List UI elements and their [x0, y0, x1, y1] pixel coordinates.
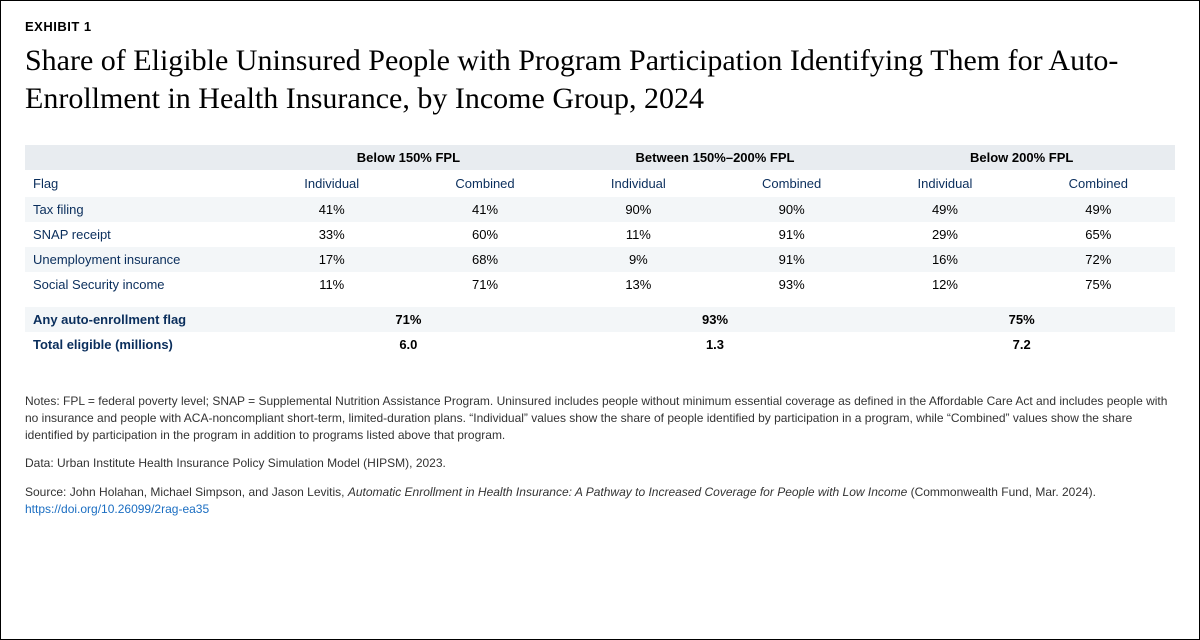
flag-header: Flag [25, 170, 255, 197]
group-header-row: Below 150% FPL Between 150%–200% FPL Bel… [25, 145, 1175, 170]
cell: 90% [715, 197, 868, 222]
col-header: Individual [255, 170, 408, 197]
cell: 13% [562, 272, 715, 297]
summary-cell: 1.3 [562, 332, 869, 357]
col-header: Combined [1022, 170, 1175, 197]
cell: 49% [868, 197, 1021, 222]
col-header: Individual [562, 170, 715, 197]
summary-label: Total eligible (millions) [25, 332, 255, 357]
cell: 33% [255, 222, 408, 247]
group-header: Below 200% FPL [868, 145, 1175, 170]
summary-row: Total eligible (millions) 6.0 1.3 7.2 [25, 332, 1175, 357]
cell: 29% [868, 222, 1021, 247]
col-header: Combined [408, 170, 561, 197]
data-table: Below 150% FPL Between 150%–200% FPL Bel… [25, 145, 1175, 357]
table-row: SNAP receipt 33% 60% 11% 91% 29% 65% [25, 222, 1175, 247]
summary-label: Any auto-enrollment flag [25, 307, 255, 332]
cell: 65% [1022, 222, 1175, 247]
cell: 41% [255, 197, 408, 222]
cell: 9% [562, 247, 715, 272]
summary-cell: 75% [868, 307, 1175, 332]
summary-cell: 93% [562, 307, 869, 332]
row-flag: Unemployment insurance [25, 247, 255, 272]
citation-title: Automatic Enrollment in Health Insurance… [348, 485, 907, 499]
citation-pre: Source: John Holahan, Michael Simpson, a… [25, 485, 348, 499]
cell: 17% [255, 247, 408, 272]
summary-cell: 71% [255, 307, 562, 332]
cell: 93% [715, 272, 868, 297]
cell: 91% [715, 222, 868, 247]
citation: Source: John Holahan, Michael Simpson, a… [25, 484, 1175, 518]
cell: 75% [1022, 272, 1175, 297]
cell: 72% [1022, 247, 1175, 272]
cell: 41% [408, 197, 561, 222]
exhibit-title: Share of Eligible Uninsured People with … [25, 42, 1175, 117]
summary-cell: 6.0 [255, 332, 562, 357]
spacer [25, 297, 1175, 307]
cell: 11% [562, 222, 715, 247]
group-header: Below 150% FPL [255, 145, 562, 170]
summary-row: Any auto-enrollment flag 71% 93% 75% [25, 307, 1175, 332]
col-header: Combined [715, 170, 868, 197]
row-flag: Tax filing [25, 197, 255, 222]
cell: 91% [715, 247, 868, 272]
notes-text: Notes: FPL = federal poverty level; SNAP… [25, 393, 1175, 443]
row-flag: SNAP receipt [25, 222, 255, 247]
doi-link[interactable]: https://doi.org/10.26099/2rag-ea35 [25, 502, 209, 516]
data-source: Data: Urban Institute Health Insurance P… [25, 455, 1175, 472]
cell: 68% [408, 247, 561, 272]
summary-cell: 7.2 [868, 332, 1175, 357]
sub-header-row: Flag Individual Combined Individual Comb… [25, 170, 1175, 197]
cell: 49% [1022, 197, 1175, 222]
cell: 12% [868, 272, 1021, 297]
row-flag: Social Security income [25, 272, 255, 297]
table-row: Tax filing 41% 41% 90% 90% 49% 49% [25, 197, 1175, 222]
exhibit-label: EXHIBIT 1 [25, 19, 1175, 34]
table-row: Unemployment insurance 17% 68% 9% 91% 16… [25, 247, 1175, 272]
notes-block: Notes: FPL = federal poverty level; SNAP… [25, 393, 1175, 518]
table-row: Social Security income 11% 71% 13% 93% 1… [25, 272, 1175, 297]
citation-post: (Commonwealth Fund, Mar. 2024). [907, 485, 1096, 499]
cell: 60% [408, 222, 561, 247]
col-header: Individual [868, 170, 1021, 197]
cell: 71% [408, 272, 561, 297]
cell: 16% [868, 247, 1021, 272]
group-header: Between 150%–200% FPL [562, 145, 869, 170]
cell: 90% [562, 197, 715, 222]
cell: 11% [255, 272, 408, 297]
